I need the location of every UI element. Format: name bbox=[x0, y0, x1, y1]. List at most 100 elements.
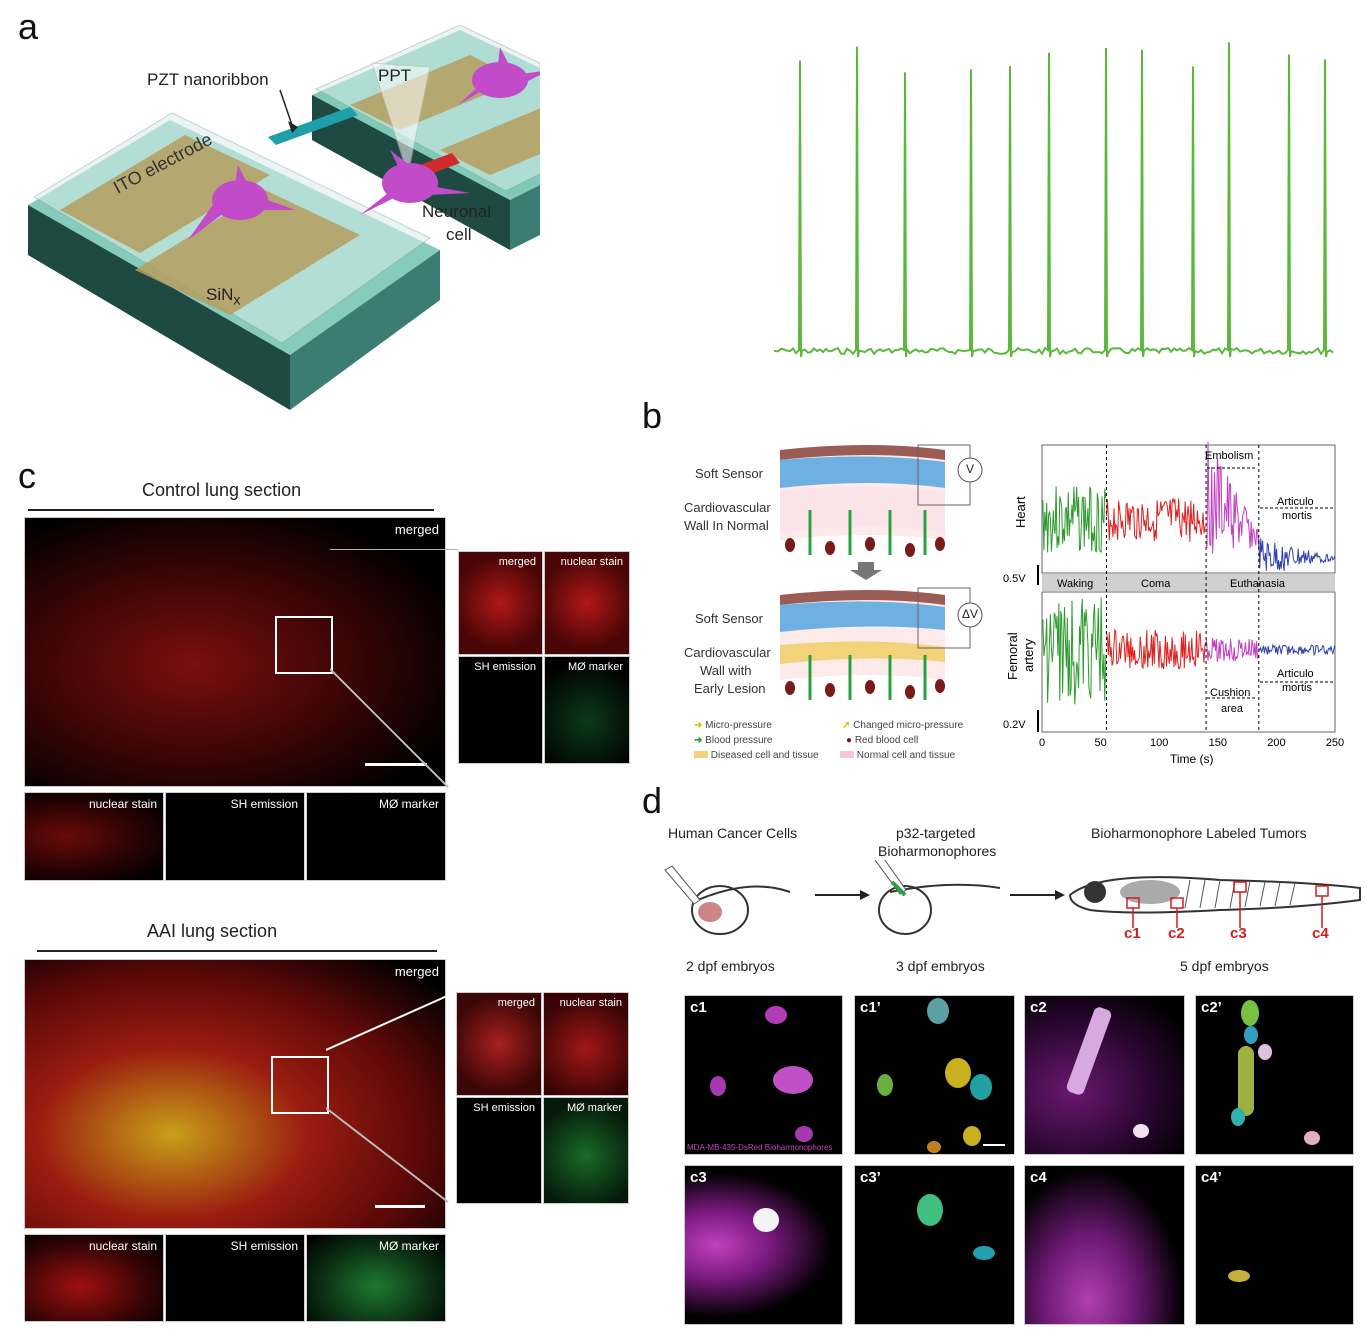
control-sh-label: SH emission bbox=[230, 797, 298, 811]
sensor-schematic bbox=[780, 444, 983, 700]
heart-trace bbox=[1041, 441, 1336, 571]
cell-chain bbox=[1065, 1005, 1113, 1097]
legend-diseased-text: Diseased cell and tissue bbox=[710, 750, 819, 761]
panel-letter-b: b bbox=[642, 395, 663, 436]
control-zoom-lines bbox=[330, 549, 458, 788]
phase-euthanasia-label: Euthanasia bbox=[1230, 578, 1286, 590]
cell-blob bbox=[917, 1194, 943, 1226]
normal-swatch-icon bbox=[840, 751, 854, 758]
femoral-series-4 bbox=[1258, 643, 1336, 657]
spike-trace bbox=[774, 42, 1334, 358]
step2-line1: p32-targeted bbox=[896, 825, 976, 841]
cell-blob bbox=[765, 1006, 787, 1024]
tile-c2-prime: c2’ bbox=[1195, 995, 1354, 1155]
legend-diseased: Diseased cell and tissue bbox=[694, 750, 819, 761]
v-label: V bbox=[965, 462, 974, 476]
aai-zoom-lines bbox=[326, 991, 457, 1203]
step3-label: Bioharmonophore Labeled Tumors bbox=[1091, 825, 1307, 841]
legend-blood-pressure-text: Blood pressure bbox=[705, 735, 773, 746]
femoral-series-2 bbox=[1106, 628, 1207, 670]
soft-sensor-label-1: Soft Sensor bbox=[695, 466, 763, 481]
tile-c3-prime-label: c3’ bbox=[860, 1169, 881, 1186]
cardio-normal-line1: Cardiovascular bbox=[684, 500, 771, 515]
cushion-label-2: area bbox=[1221, 703, 1244, 715]
green-arrow-icon: ➜ bbox=[694, 735, 703, 746]
tile-c4-prime: c4’ bbox=[1195, 1165, 1354, 1325]
legend-normal-text: Normal cell and tissue bbox=[856, 750, 956, 761]
cardio-lesion-line1: Cardiovascular bbox=[684, 645, 771, 660]
control-nuclear-label: nuclear stain bbox=[88, 797, 157, 811]
tile-c2: c2 bbox=[1024, 995, 1185, 1155]
aai-zoom-nuclear: nuclear stain bbox=[543, 992, 629, 1096]
cell-blob bbox=[1133, 1124, 1149, 1138]
control-title: Control lung section bbox=[142, 480, 302, 500]
panel-letter-d: d bbox=[642, 780, 663, 821]
tile-c1-caption: MDA-MB-435-DsRed Bioharmonophores bbox=[687, 1143, 833, 1152]
tile-c2-label: c2 bbox=[1030, 999, 1047, 1016]
legend-micro-pressure: ➜ Micro-pressure bbox=[694, 720, 772, 731]
x-tick-label: 150 bbox=[1209, 737, 1227, 749]
control-title-rule bbox=[28, 509, 434, 511]
cell-blob bbox=[973, 1246, 995, 1260]
legend-changed-micro-text: Changed micro-pressure bbox=[853, 720, 964, 731]
aai-sh-image: SH emission bbox=[165, 1234, 305, 1322]
aai-title-rule bbox=[37, 950, 437, 952]
articulo-label-2: Articulo bbox=[1277, 668, 1314, 680]
femoral-trace bbox=[1041, 597, 1336, 705]
heart-scale-label: 0.5V bbox=[1003, 573, 1026, 585]
pzt-label: PZT nanoribbon bbox=[147, 70, 269, 89]
c1-marker-label: c1 bbox=[1124, 925, 1141, 942]
control-scale-bar bbox=[365, 763, 427, 766]
x-tick-label: 50 bbox=[1094, 737, 1106, 749]
tile-scale-bar bbox=[983, 1144, 1005, 1146]
cardio-normal-line2: Wall In Normal bbox=[684, 518, 769, 533]
panel-letter-c: c bbox=[18, 455, 36, 496]
tile-c1-prime-label: c1’ bbox=[860, 999, 881, 1016]
aai-zoom-sh-label: SH emission bbox=[473, 1102, 535, 1114]
control-zoom-mo: MØ marker bbox=[544, 656, 630, 764]
tile-c3-label: c3 bbox=[690, 1169, 707, 1186]
sin-subscript: x bbox=[233, 292, 241, 309]
panel-letter-a: a bbox=[18, 6, 39, 47]
emb2-label: 3 dpf embryos bbox=[896, 958, 985, 974]
aai-nuclear-label: nuclear stain bbox=[88, 1239, 157, 1253]
femoral-axis-label-2: artery bbox=[1021, 638, 1036, 672]
tile-c1-prime: c1’ bbox=[854, 995, 1015, 1155]
legend-blood-pressure: ➜ Blood pressure bbox=[694, 735, 772, 746]
control-merged-label: merged bbox=[394, 522, 439, 537]
step2-line2: Bioharmonophores bbox=[878, 843, 997, 859]
cell-blob bbox=[927, 998, 949, 1024]
cell-blob bbox=[1228, 1270, 1250, 1282]
heart-series-2 bbox=[1106, 498, 1207, 543]
control-sh-image: SH emission bbox=[165, 792, 305, 881]
c4-marker-label: c4 bbox=[1312, 925, 1329, 942]
sin-label: SiNx bbox=[206, 285, 240, 308]
control-zoom-nuclear-label: nuclear stain bbox=[560, 556, 623, 568]
aai-zoom-merged-label: merged bbox=[497, 997, 535, 1009]
legend-changed-micro: ➚ Changed micro-pressure bbox=[842, 720, 963, 731]
x-tick-label: 0 bbox=[1039, 737, 1045, 749]
heart-series-4 bbox=[1258, 538, 1336, 571]
device-schematic bbox=[28, 25, 540, 410]
control-zoom-nuclear: nuclear stain bbox=[544, 551, 630, 655]
step1-label: Human Cancer Cells bbox=[668, 825, 798, 841]
dv-label: ΔV bbox=[961, 607, 979, 621]
heart-series-3 bbox=[1205, 441, 1260, 554]
aai-zoom-mo: MØ marker bbox=[543, 1097, 629, 1204]
legend-red-blood-cell: ● Red blood cell bbox=[846, 735, 918, 746]
tile-c1-label: c1 bbox=[690, 999, 707, 1016]
legend-red-blood-cell-text: Red blood cell bbox=[854, 735, 919, 746]
control-zoom-mo-label: MØ marker bbox=[568, 661, 623, 673]
aai-zoom-mo-label: MØ marker bbox=[567, 1102, 622, 1114]
x-ticks: 0 50 100 150 200 250 bbox=[1039, 737, 1344, 749]
physiology-chart: 0 50 100 150 200 250 Heart Femoral artery 0.5… bbox=[1003, 441, 1344, 766]
aai-scale-bar bbox=[375, 1205, 425, 1208]
cell-blob bbox=[1258, 1044, 1272, 1060]
zebrafish-workflow bbox=[664, 860, 1361, 935]
heart-axis-label: Heart bbox=[1013, 496, 1028, 528]
heart-frame bbox=[1041, 444, 1336, 574]
control-mo-image: MØ marker bbox=[306, 792, 446, 881]
mortis-label-2: mortis bbox=[1282, 682, 1312, 694]
aai-title: AAI lung section bbox=[147, 921, 278, 941]
tile-c2-prime-label: c2’ bbox=[1201, 999, 1222, 1016]
